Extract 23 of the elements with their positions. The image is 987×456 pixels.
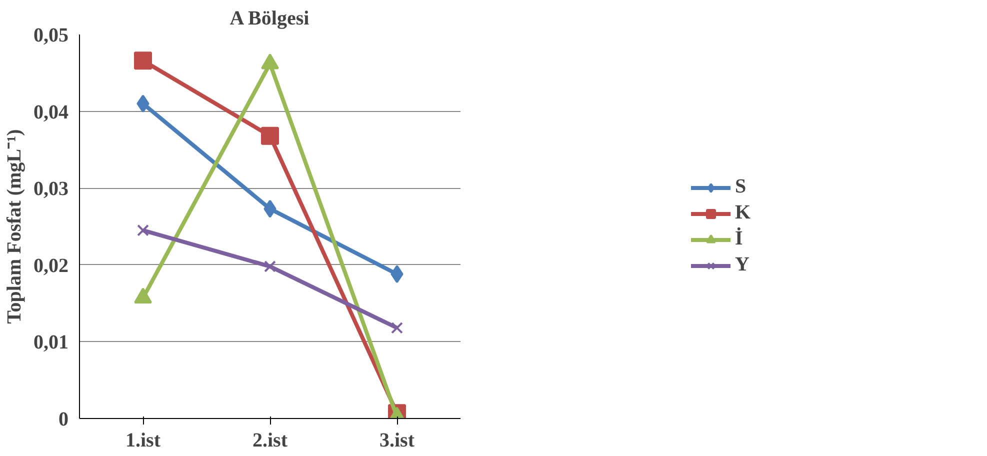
chart-title: A Bölgesi bbox=[230, 8, 310, 30]
point bbox=[137, 224, 149, 236]
x-tick-label: 2.ist bbox=[252, 430, 288, 452]
point bbox=[136, 94, 150, 113]
y-tick-label: 0,05 bbox=[34, 24, 68, 46]
y-tick-label: 0,02 bbox=[34, 254, 68, 277]
point bbox=[390, 265, 404, 284]
point bbox=[134, 52, 152, 70]
legend-label: S bbox=[735, 176, 748, 198]
y-tick-label: 0 bbox=[58, 408, 68, 430]
legend-label: Y bbox=[735, 254, 750, 276]
x-tick-label: 3.ist bbox=[380, 430, 415, 452]
legend-label: İ bbox=[735, 228, 744, 250]
point bbox=[264, 260, 276, 272]
x-tick-label: 1.ist bbox=[126, 430, 161, 452]
y-tick-label: 0,04 bbox=[34, 101, 68, 124]
point bbox=[264, 200, 276, 218]
y-tick-label: 0,03 bbox=[34, 178, 68, 200]
y-axis-title: Toplam Fosfat (mgL⁻¹) bbox=[4, 129, 26, 324]
legend-label: K bbox=[735, 202, 752, 224]
point bbox=[391, 322, 403, 334]
point bbox=[261, 126, 279, 145]
y-tick-label: 0,01 bbox=[34, 332, 68, 354]
